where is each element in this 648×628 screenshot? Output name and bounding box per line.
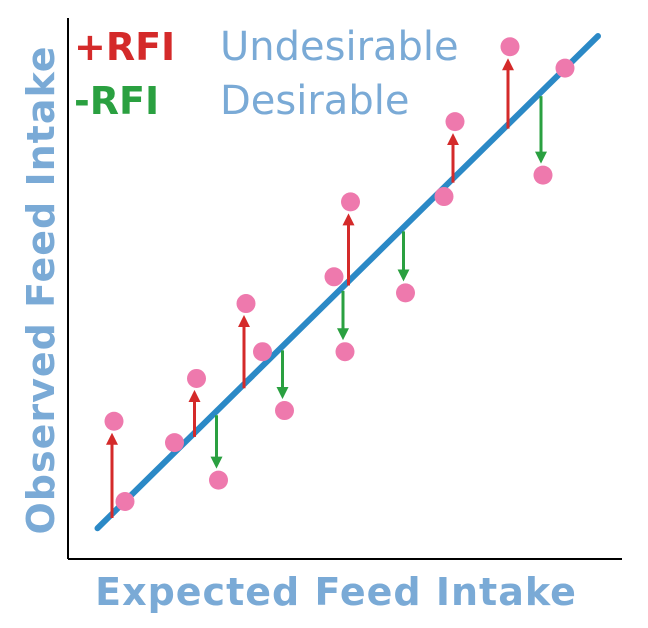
x-axis-label: Expected Feed Intake (95, 570, 577, 614)
data-point (275, 401, 294, 421)
legend-negative-label: -RFI (74, 79, 159, 123)
data-point (555, 58, 575, 78)
data-point (341, 192, 360, 212)
axes (67, 18, 622, 560)
data-point (236, 294, 256, 314)
data-point (533, 165, 553, 185)
data-point (253, 342, 272, 362)
data-point (434, 187, 454, 207)
legend-negative-meaning: Desirable (220, 78, 409, 124)
data-point (115, 492, 135, 511)
data-point (445, 112, 465, 132)
data-point (396, 283, 415, 303)
legend-positive-label: +RFI (74, 25, 175, 69)
y-axis-label: Observed Feed Intake (19, 45, 63, 534)
data-points (104, 37, 575, 511)
legend: +RFI Undesirable -RFI Desirable (74, 24, 459, 124)
data-point (500, 37, 520, 57)
data-point (335, 342, 355, 362)
data-point (187, 368, 206, 388)
legend-positive-meaning: Undesirable (220, 24, 459, 70)
data-point (104, 411, 124, 431)
data-point (165, 433, 184, 453)
data-point (324, 267, 344, 287)
data-point (209, 470, 228, 490)
residual-arrows (106, 58, 547, 519)
